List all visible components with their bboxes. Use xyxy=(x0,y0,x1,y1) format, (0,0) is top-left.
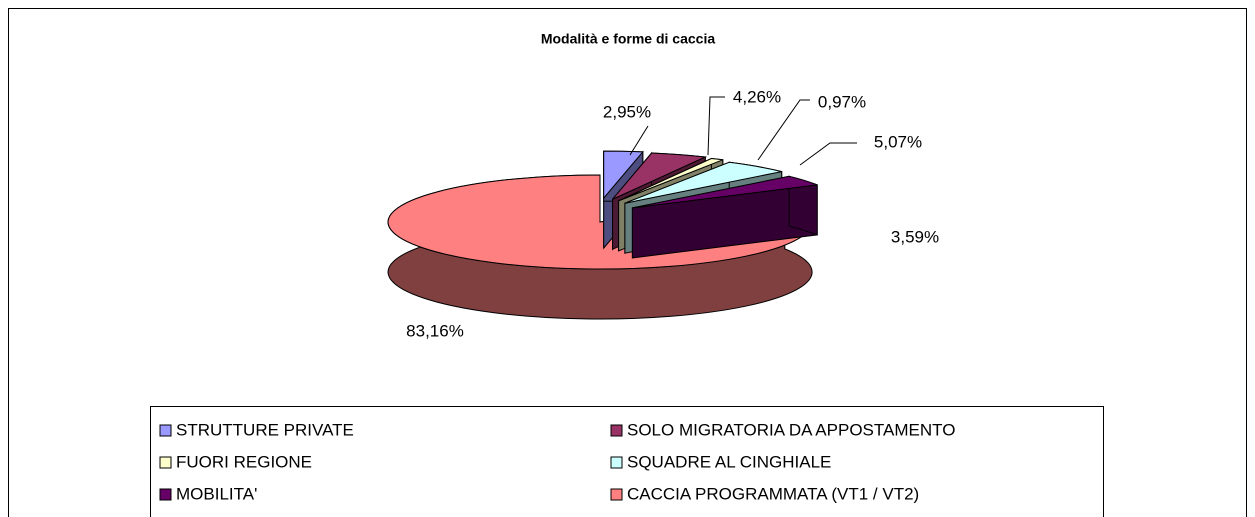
legend-swatch xyxy=(159,424,172,437)
slice-top xyxy=(624,161,782,204)
legend-label: SOLO MIGRATORIA DA APPOSTAMENTO xyxy=(627,420,955,439)
legend-swatch xyxy=(610,424,623,437)
chart-title: Modalità e forme di caccia xyxy=(541,31,715,47)
slice-top xyxy=(603,150,644,200)
legend-swatch xyxy=(159,456,172,469)
leader-line xyxy=(629,125,649,156)
legend-label: CACCIA PROGRAMMATA (VT1 / VT2) xyxy=(627,484,919,503)
slice-top xyxy=(632,175,818,209)
pie-slice xyxy=(631,175,818,259)
slice-top xyxy=(618,157,723,202)
legend-label: SQUADRE AL CINGHIALE xyxy=(627,452,831,471)
leader-line xyxy=(707,96,725,156)
data-label: 4,26% xyxy=(733,87,781,106)
data-label: 83,16% xyxy=(406,321,464,340)
slice-top xyxy=(612,152,708,200)
data-label: 0,97% xyxy=(818,92,866,111)
legend-swatch xyxy=(610,456,623,469)
data-label: 3,59% xyxy=(891,227,939,246)
leader-line xyxy=(757,99,810,161)
legend-swatch xyxy=(610,488,623,501)
legend-label: MOBILITA' xyxy=(176,484,257,503)
legend-label: STRUTTURE PRIVATE xyxy=(176,420,354,439)
leader-line xyxy=(799,142,857,166)
data-label: 2,95% xyxy=(603,102,651,121)
legend-box xyxy=(150,406,1104,517)
legend-swatch xyxy=(159,488,172,501)
legend-label: FUORI REGIONE xyxy=(176,452,312,471)
data-label: 5,07% xyxy=(874,132,922,151)
